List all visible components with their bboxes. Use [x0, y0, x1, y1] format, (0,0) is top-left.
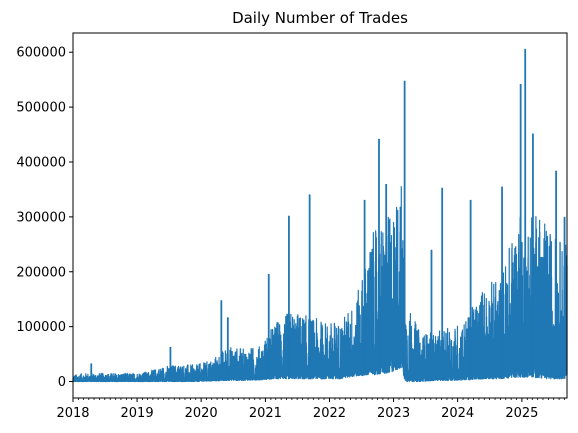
x-tick-label-0: 2018	[56, 406, 89, 421]
x-tick-label-5: 2023	[377, 406, 410, 421]
y-tick-label-1: 100000	[16, 320, 66, 335]
x-tick-label-7: 2025	[505, 406, 538, 421]
y-tick-label-5: 500000	[16, 101, 66, 116]
x-tick-label-1: 2019	[121, 406, 154, 421]
x-axis: 2018 2019 2020 2021 2022 2023 2024 2025	[56, 398, 565, 421]
y-axis: 0 100000 200000 300000 400000 500000 600000	[16, 46, 73, 390]
chart-title: Daily Number of Trades	[232, 9, 408, 27]
x-tick-label-4: 2022	[313, 406, 346, 421]
plot-frame	[72, 32, 568, 399]
y-tick-label-2: 200000	[16, 265, 66, 280]
x-tick-label-3: 2021	[249, 406, 282, 421]
series-layer	[72, 48, 568, 383]
y-tick-label-0: 0	[58, 375, 66, 390]
x-tick-label-6: 2024	[441, 406, 474, 421]
y-tick-label-3: 300000	[16, 210, 66, 225]
y-tick-label-4: 400000	[16, 155, 66, 170]
x-tick-label-2: 2020	[185, 406, 218, 421]
series-0-line	[72, 186, 568, 383]
y-tick-label-6: 600000	[16, 46, 66, 61]
